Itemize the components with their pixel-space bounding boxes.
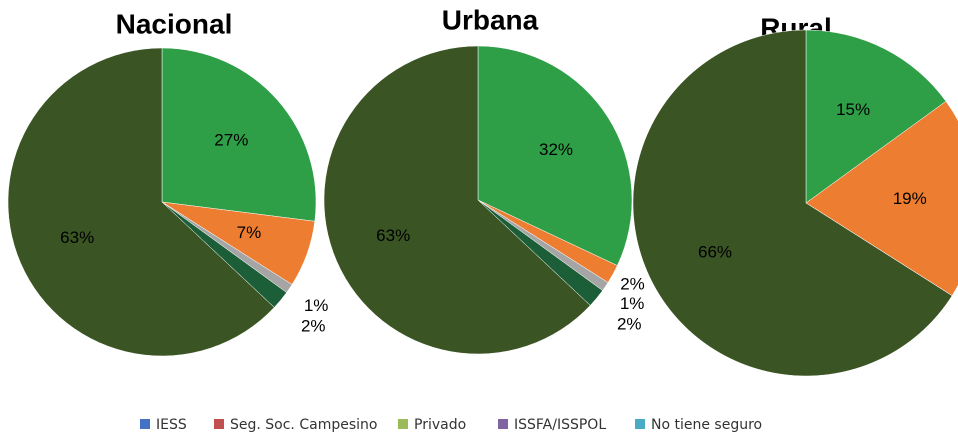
data-label: 15% bbox=[836, 100, 870, 119]
pie-slice bbox=[161, 47, 317, 222]
legend-swatch bbox=[398, 419, 408, 429]
legend-swatch bbox=[214, 419, 224, 429]
pie-title: Nacional bbox=[116, 8, 233, 39]
legend-swatch bbox=[140, 419, 150, 429]
legend-label: No tiene seguro bbox=[651, 417, 762, 433]
pie-slice bbox=[323, 45, 591, 355]
data-label: 1% bbox=[620, 294, 645, 313]
data-label: 66% bbox=[698, 242, 732, 261]
legend-swatch bbox=[498, 419, 508, 429]
data-label: 27% bbox=[214, 130, 248, 149]
pie-slice bbox=[7, 47, 275, 357]
data-label: 19% bbox=[893, 189, 927, 208]
pie-slice bbox=[805, 29, 947, 204]
pie-slice bbox=[805, 100, 958, 297]
pie-slice bbox=[632, 29, 953, 377]
legend-swatch bbox=[635, 419, 645, 429]
data-label: 63% bbox=[60, 228, 94, 247]
data-label: 2% bbox=[301, 317, 326, 336]
data-label: 1% bbox=[304, 296, 329, 315]
pie-slice bbox=[477, 45, 633, 266]
legend-label: IESS bbox=[156, 417, 187, 433]
pie-title: Urbana bbox=[442, 4, 539, 35]
legend-label: Privado bbox=[414, 417, 466, 433]
data-label: 2% bbox=[617, 315, 642, 334]
data-label: 2% bbox=[620, 274, 645, 293]
data-label: 7% bbox=[237, 223, 262, 242]
legend-label: Seg. Soc. Campesino bbox=[230, 417, 377, 433]
legend-label: ISSFA/ISSPOL bbox=[514, 417, 606, 433]
data-label: 32% bbox=[539, 140, 573, 159]
data-label: 63% bbox=[376, 226, 410, 245]
